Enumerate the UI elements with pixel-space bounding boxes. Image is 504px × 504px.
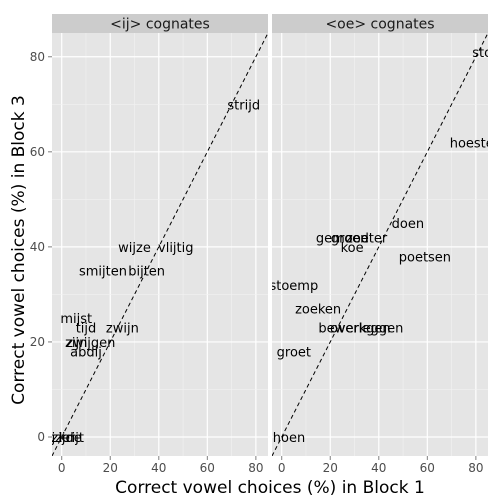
point-label: stoemp — [269, 279, 318, 294]
facet-strip-label: <oe> cognates — [325, 17, 434, 33]
point-label: hoesten — [450, 136, 502, 151]
point-label: smijten — [79, 265, 127, 280]
y-axis-title: Correct vowel choices (%) in Block 3 — [9, 95, 29, 405]
y-tick-label: 80 — [30, 50, 45, 64]
y-tick-label: 0 — [37, 430, 45, 444]
x-tick-label: 20 — [323, 461, 338, 475]
point-label: tijd — [76, 322, 97, 337]
x-tick-label: 80 — [248, 461, 263, 475]
x-tick-label: 40 — [371, 461, 386, 475]
x-tick-label: 60 — [420, 461, 435, 475]
point-label: zoeken — [295, 303, 341, 318]
panels-layer: <ij> cognates strijd wijze vlijtig smijten bi… — [48, 14, 504, 456]
point-label: hoen — [273, 431, 305, 446]
y-tick-label: 20 — [30, 335, 45, 349]
point-label: vlijtig — [158, 241, 194, 256]
point-label: wijze — [118, 241, 151, 256]
panel-1: <ij> cognates strijd wijze vlijtig smijten bi… — [48, 14, 268, 456]
point-label: zwijn — [106, 322, 139, 337]
x-tick-label: 0 — [58, 461, 66, 475]
point-label: bijten — [128, 265, 165, 280]
point-label: krijt — [59, 431, 84, 446]
x-tick-label: 40 — [151, 461, 166, 475]
facet-strip-label: <ij> cognates — [110, 17, 210, 33]
x-tick-label: 80 — [468, 461, 483, 475]
point-label: koe — [341, 241, 364, 256]
y-tick-label: 60 — [30, 145, 45, 159]
point-label: groet — [277, 345, 311, 360]
x-tick-label: 20 — [103, 461, 118, 475]
point-label: poetsen — [399, 250, 451, 265]
y-tick-label: 40 — [30, 240, 45, 254]
point-label: abdij — [70, 345, 102, 360]
panel-2: <oe> cognatesstoelhoestendoengemoedgroen… — [269, 14, 503, 456]
point-label: stoel — [472, 46, 503, 61]
x-tick-label: 0 — [278, 461, 286, 475]
point-label: strijd — [227, 98, 260, 113]
point-label: doen — [392, 217, 424, 232]
x-tick-label: 60 — [200, 461, 215, 475]
point-label: overleggen — [330, 322, 403, 337]
x-axis: 0 20 40 60 80 0 20 40 60 80 — [58, 456, 484, 475]
x-axis-title: Correct vowel choices (%) in Block 1 — [115, 478, 425, 498]
y-axis: 0 20 40 60 80 — [30, 50, 52, 444]
